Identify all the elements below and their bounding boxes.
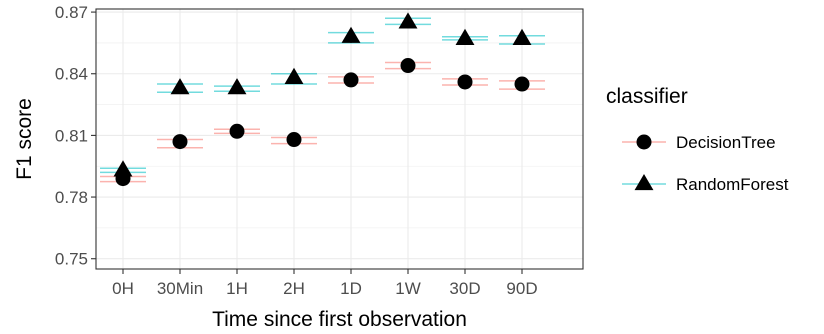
- x-axis-title: Time since first observation: [212, 308, 467, 331]
- point-randomforest: [170, 78, 190, 95]
- x-tick-label: 1H: [226, 279, 248, 298]
- y-tick-label: 0.84: [55, 65, 88, 84]
- legend-label: RandomForest: [676, 175, 789, 194]
- point-decisiontree: [400, 58, 416, 74]
- data-points: [113, 12, 532, 187]
- legend-key-triangle: [634, 173, 654, 191]
- y-axis-title: F1 score: [13, 98, 36, 180]
- x-tick-label: 1W: [395, 279, 421, 298]
- y-tick-label: 0.78: [55, 188, 88, 207]
- x-tick-label: 90D: [506, 279, 537, 298]
- legend-title: classifier: [606, 85, 688, 108]
- point-randomforest: [284, 67, 304, 85]
- point-randomforest: [512, 28, 532, 45]
- legend-label: DecisionTree: [676, 133, 776, 152]
- point-decisiontree: [286, 132, 302, 148]
- point-randomforest: [227, 78, 247, 95]
- plot-border: [95, 8, 584, 270]
- point-randomforest: [455, 28, 475, 45]
- point-decisiontree: [514, 76, 530, 92]
- y-tick-label: 0.81: [55, 126, 88, 145]
- point-decisiontree: [172, 134, 188, 150]
- legend-key-circle: [636, 134, 652, 150]
- x-tick-label: 1D: [340, 279, 362, 298]
- y-axis: 0.75 0.78 0.81 0.84 0.87: [55, 3, 96, 269]
- point-randomforest: [341, 26, 361, 43]
- x-tick-label: 30D: [449, 279, 480, 298]
- y-tick-label: 0.75: [55, 250, 88, 269]
- x-tick-label: 2H: [283, 279, 305, 298]
- x-axis: 0H 30Min 1H 2H 1D 1W 30D 90D: [112, 269, 538, 298]
- point-randomforest: [113, 160, 133, 177]
- point-decisiontree: [229, 123, 245, 139]
- x-tick-label: 0H: [112, 279, 134, 298]
- y-tick-label: 0.87: [55, 3, 88, 22]
- point-decisiontree: [343, 72, 359, 88]
- point-decisiontree: [457, 74, 473, 90]
- legend: classifier DecisionTree RandomForest: [606, 85, 789, 194]
- point-randomforest: [398, 12, 418, 29]
- x-tick-label: 30Min: [157, 279, 203, 298]
